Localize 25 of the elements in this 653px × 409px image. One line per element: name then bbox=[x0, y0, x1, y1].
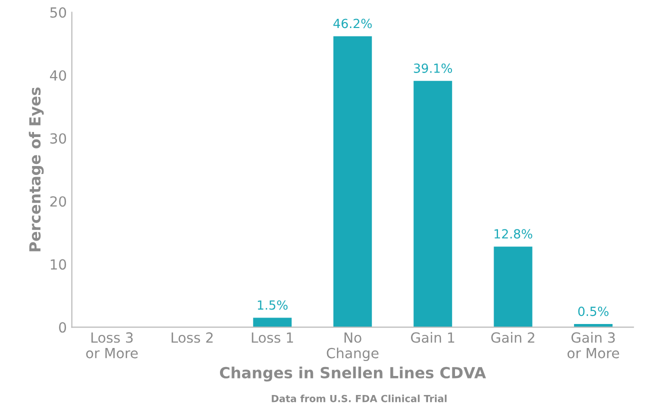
x-tick-label: Gain 2 bbox=[491, 332, 534, 343]
x-tick-label: Loss 3 or More bbox=[86, 332, 138, 358]
x-tick-label: No Change bbox=[326, 332, 378, 362]
data-label: 39.1% bbox=[414, 63, 452, 73]
y-tick-label: 20 bbox=[50, 196, 66, 207]
data-label: 12.8% bbox=[494, 229, 532, 239]
bar bbox=[333, 36, 372, 328]
y-tick-label: 0 bbox=[59, 322, 66, 333]
x-tick-label: Gain 1 bbox=[411, 332, 454, 343]
y-tick-label: 40 bbox=[50, 70, 66, 81]
y-tick-label: 30 bbox=[50, 133, 66, 144]
y-tick-label: 50 bbox=[50, 7, 66, 18]
text: Data from U.S. FDA Clinical Trial bbox=[272, 394, 447, 402]
y-axis-title: Percentage of Eyes bbox=[28, 87, 44, 252]
y-tick-label: 10 bbox=[50, 259, 66, 270]
x-tick-label: Gain 3 or More bbox=[568, 332, 620, 358]
bar bbox=[414, 80, 452, 328]
data-label: 0.5% bbox=[578, 306, 608, 316]
data-label: 46.2% bbox=[333, 18, 372, 28]
x-tick-label: Loss 1 bbox=[252, 332, 293, 343]
bar bbox=[253, 318, 292, 328]
data-label: 1.5% bbox=[258, 300, 288, 310]
bar bbox=[494, 246, 532, 328]
x-axis-title: Changes in Snellen Lines CDVA bbox=[220, 366, 486, 382]
x-tick-label: Loss 2 bbox=[172, 332, 213, 343]
